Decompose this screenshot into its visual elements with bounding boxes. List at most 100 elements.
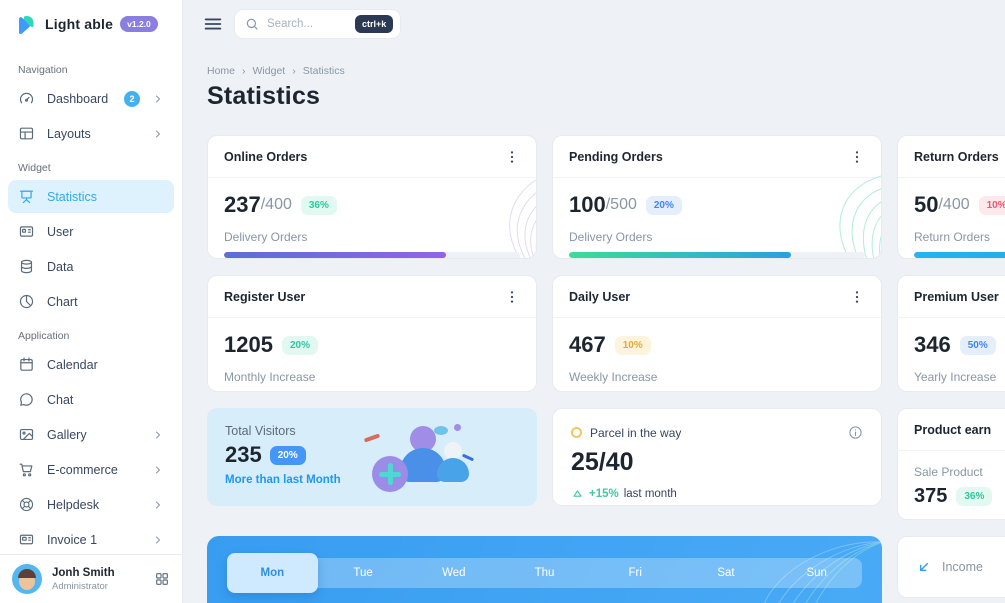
card-menu-button[interactable] bbox=[849, 149, 865, 165]
search-box[interactable]: ctrl+k bbox=[234, 9, 401, 39]
tab-wed[interactable]: Wed bbox=[442, 567, 466, 579]
percent-badge: 10% bbox=[978, 195, 1005, 215]
stat-label: Delivery Orders bbox=[224, 230, 308, 244]
parcel-title: Parcel in the way bbox=[590, 425, 682, 440]
visitors-subtext: More than last Month bbox=[225, 474, 341, 486]
progress-fill bbox=[569, 252, 791, 258]
pie-chart-icon bbox=[18, 293, 35, 310]
breadcrumb-home[interactable]: Home bbox=[207, 65, 236, 77]
online-orders-card: Online Orders 237 /400 36% Delivery Orde… bbox=[207, 135, 537, 259]
progress-track bbox=[569, 252, 865, 258]
card-menu-button[interactable] bbox=[504, 289, 520, 305]
yellow-ring-icon bbox=[571, 427, 582, 438]
sidebar-item-chat[interactable]: Chat bbox=[8, 383, 174, 416]
breadcrumb: Home › Widget › Statistics bbox=[207, 65, 1005, 77]
section-label-navigation: Navigation bbox=[18, 64, 68, 76]
search-icon bbox=[245, 17, 259, 31]
income-card: Income bbox=[897, 536, 1005, 598]
card-title: Pending Orders bbox=[569, 149, 663, 164]
card-menu-button[interactable] bbox=[849, 289, 865, 305]
database-icon bbox=[18, 258, 35, 275]
progress-track bbox=[224, 252, 520, 258]
topbar: ctrl+k bbox=[183, 0, 1005, 39]
breadcrumb-widget[interactable]: Widget bbox=[252, 65, 286, 77]
chevron-right-icon bbox=[152, 534, 164, 546]
version-badge: v1.2.0 bbox=[120, 16, 158, 32]
hamburger-menu-icon[interactable] bbox=[202, 13, 224, 35]
cards-grid: Online Orders 237 /400 36% Delivery Orde… bbox=[207, 135, 1005, 603]
parcel-delta: +15% bbox=[589, 487, 619, 500]
stat-label: Return Orders bbox=[914, 230, 991, 244]
tab-sat[interactable]: Sat bbox=[717, 567, 735, 579]
id-card-icon bbox=[18, 223, 35, 240]
tab-fri[interactable]: Fri bbox=[628, 567, 642, 579]
chat-icon bbox=[18, 391, 35, 408]
percent-badge: 36% bbox=[300, 195, 337, 215]
chevron-right-icon bbox=[152, 464, 164, 476]
percent-badge: 50% bbox=[959, 335, 996, 355]
breadcrumb-separator: › bbox=[292, 65, 296, 77]
sale-product-value: 375 bbox=[914, 485, 948, 507]
sidebar-item-label: Calendar bbox=[47, 357, 98, 372]
search-input[interactable] bbox=[267, 18, 347, 30]
sidebar-item-user[interactable]: User bbox=[8, 215, 174, 248]
tab-thu[interactable]: Thu bbox=[534, 567, 555, 579]
section-label-application: Application bbox=[18, 330, 70, 342]
sidebar-item-dashboard[interactable]: Dashboard 2 bbox=[8, 82, 174, 115]
stat-total: /500 bbox=[605, 196, 637, 213]
arrow-down-left-icon bbox=[916, 559, 932, 575]
stat-label: Weekly Increase bbox=[569, 370, 658, 384]
sidebar-item-invoice-1[interactable]: Invoice 1 bbox=[8, 523, 174, 554]
stat-value: 467 bbox=[569, 332, 606, 357]
sidebar-item-data[interactable]: Data bbox=[8, 250, 174, 283]
sidebar-nav: Navigation Dashboard 2 Layouts Widget St… bbox=[0, 46, 182, 554]
stat-label: Monthly Increase bbox=[224, 370, 316, 384]
tab-tue[interactable]: Tue bbox=[353, 567, 373, 579]
return-orders-card: Return Orders 50 /400 10% Return Orders bbox=[897, 135, 1005, 259]
stat-total: /400 bbox=[260, 196, 292, 213]
layout-icon bbox=[18, 125, 35, 142]
chevron-right-icon bbox=[152, 93, 164, 105]
daily-user-card: Daily User 467 10% Weekly Increase bbox=[552, 275, 882, 392]
avatar bbox=[12, 564, 42, 594]
brand[interactable]: Light able v1.2.0 bbox=[0, 0, 182, 46]
user-profile[interactable]: Jonh Smith Administrator bbox=[0, 554, 182, 603]
sidebar-item-statistics[interactable]: Statistics bbox=[8, 180, 174, 213]
progress-fill bbox=[224, 252, 446, 258]
card-title: Return Orders bbox=[914, 149, 999, 164]
grid-icon[interactable] bbox=[154, 571, 170, 587]
people-illustration bbox=[362, 418, 482, 498]
sidebar-item-chart[interactable]: Chart bbox=[8, 285, 174, 318]
visitors-badge: 20% bbox=[269, 445, 306, 465]
card-title: Register User bbox=[224, 289, 306, 304]
pending-orders-card: Pending Orders 100 /500 20% Delivery Ord… bbox=[552, 135, 882, 259]
sidebar-item-ecommerce[interactable]: E-commerce bbox=[8, 453, 174, 486]
section-label-widget: Widget bbox=[18, 162, 51, 174]
card-title: Product earn bbox=[914, 422, 992, 437]
sidebar-item-label: Chart bbox=[47, 294, 78, 309]
sidebar-item-helpdesk[interactable]: Helpdesk bbox=[8, 488, 174, 521]
stat-value: 1205 bbox=[224, 332, 273, 357]
cart-icon bbox=[18, 461, 35, 478]
sidebar-item-label: Statistics bbox=[47, 189, 98, 204]
sidebar-item-calendar[interactable]: Calendar bbox=[8, 348, 174, 381]
user-role: Administrator bbox=[52, 580, 108, 592]
tab-mon[interactable]: Mon bbox=[227, 553, 318, 593]
sidebar-item-label: Layouts bbox=[47, 126, 91, 141]
card-menu-button[interactable] bbox=[504, 149, 520, 165]
tab-sun[interactable]: Sun bbox=[806, 567, 827, 579]
stat-value: 100 bbox=[569, 192, 606, 217]
sidebar-item-label: Dashboard bbox=[47, 91, 109, 106]
breadcrumb-statistics: Statistics bbox=[302, 65, 345, 77]
content: Home › Widget › Statistics Statistics On… bbox=[183, 39, 1005, 603]
percent-badge: 20% bbox=[645, 195, 682, 215]
percent-badge: 10% bbox=[614, 335, 651, 355]
card-title: Premium User bbox=[914, 289, 999, 304]
sidebar-item-gallery[interactable]: Gallery bbox=[8, 418, 174, 451]
info-icon[interactable] bbox=[848, 425, 863, 440]
parcel-card: Parcel in the way 25/40 +15% last month bbox=[552, 408, 882, 506]
main-area: ctrl+k Home › Widget › Statistics Statis… bbox=[183, 0, 1005, 603]
progress-fill bbox=[914, 252, 1005, 258]
calendar-icon bbox=[18, 356, 35, 373]
sidebar-item-layouts[interactable]: Layouts bbox=[8, 117, 174, 150]
